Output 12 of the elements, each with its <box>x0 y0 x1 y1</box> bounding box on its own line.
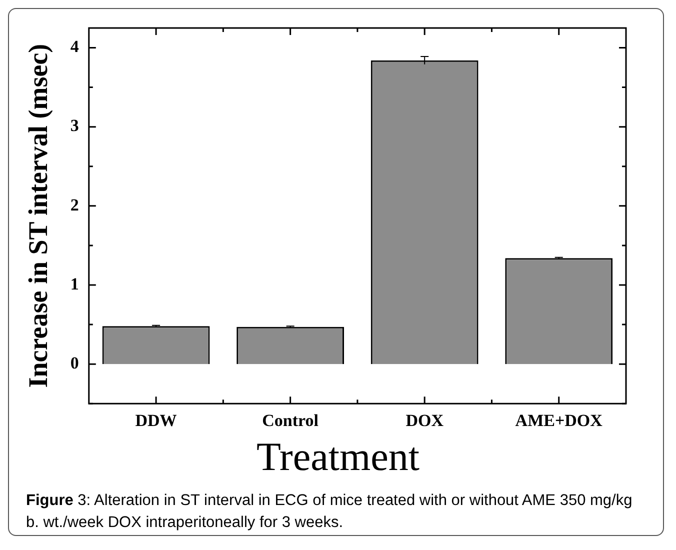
y-tick-label: 0 <box>70 353 79 372</box>
caption: Figure 3: Alteration in ST interval in ECG of mice treated with or without AME 350 mg/kg b. wt./week DOX intraperitoneally for 3 weeks. <box>26 492 632 531</box>
y-tick-label: 2 <box>70 195 79 214</box>
y-axis-title: Increase in ST interval (msec) <box>23 44 54 388</box>
x-axis-title: Treatment <box>256 433 420 480</box>
x-tick-label: DDW <box>135 411 177 430</box>
x-tick-label: Control <box>262 411 319 430</box>
y-tick-label: 3 <box>70 116 79 136</box>
x-tick-label: AME+DOX <box>515 411 604 430</box>
y-tick-label: 4 <box>70 37 80 56</box>
x-tick-label: DOX <box>406 411 444 430</box>
y-tick-label: 1 <box>70 274 79 294</box>
